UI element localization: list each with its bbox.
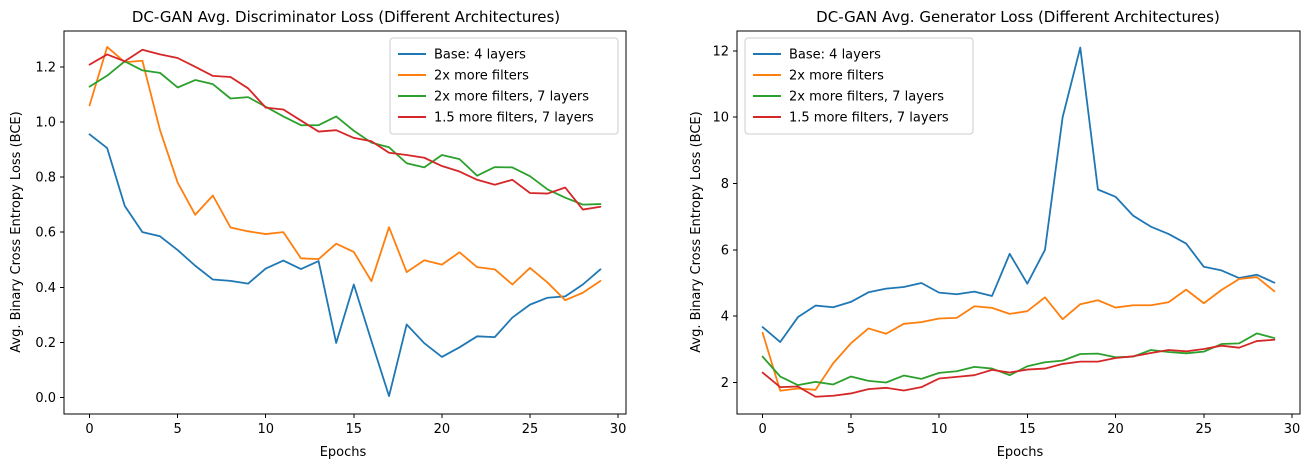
y-tick-label: 8 xyxy=(721,177,729,192)
legend-entry: Base: 4 layers xyxy=(789,48,881,63)
y-tick-label: 0.6 xyxy=(35,226,56,241)
series-line-4 xyxy=(761,338,1276,398)
legend-entry: Base: 4 layers xyxy=(434,48,526,63)
legend-entry: 2x more filters xyxy=(434,69,529,84)
legend-entry: 1.5 more filters, 7 layers xyxy=(434,111,594,126)
generator-loss-chart: DC-GAN Avg. Generator Loss (Different Ar… xyxy=(689,8,1301,460)
legend: Base: 4 layers 2x more filters 2x more fil… xyxy=(389,37,619,135)
y-tick-label: 12 xyxy=(712,44,729,59)
y-tick-label: 0.0 xyxy=(35,391,56,406)
x-tick-label: 25 xyxy=(1196,422,1213,437)
x-tick-label: 5 xyxy=(847,422,855,437)
x-tick-label: 15 xyxy=(1019,422,1036,437)
chart-title: DC-GAN Avg. Generator Loss (Different Ar… xyxy=(816,8,1220,26)
series-line-3 xyxy=(88,60,602,206)
series-line-1 xyxy=(88,133,602,397)
legend-entry: 2x more filters, 7 layers xyxy=(434,90,589,105)
plot-area: 0 5 10 15 20 25 30 2 4 6 8 10 12 Base: 4 layers 2x mor… xyxy=(712,30,1301,437)
y-tick-label: 0.4 xyxy=(35,281,56,296)
series-line-2 xyxy=(88,46,602,302)
legend: Base: 4 layers 2x more filters 2x more fil… xyxy=(744,37,974,135)
y-tick-label: 6 xyxy=(721,243,729,258)
x-tick-label: 20 xyxy=(434,422,451,437)
x-tick-label: 20 xyxy=(1107,422,1124,437)
x-axis-label: Epochs xyxy=(320,445,367,460)
x-tick-label: 10 xyxy=(257,422,274,437)
y-axis-label: Avg. Binary Cross Entropy Loss (BCE) xyxy=(689,111,704,352)
x-tick-label: 5 xyxy=(173,422,181,437)
y-tick-label: 4 xyxy=(721,310,729,325)
y-tick-label: 0.8 xyxy=(35,171,56,186)
y-axis-label: Avg. Binary Cross Entropy Loss (BCE) xyxy=(9,111,24,352)
y-tick-label: 1.0 xyxy=(35,115,56,130)
legend-frame xyxy=(744,37,974,135)
series-line-3 xyxy=(761,332,1276,387)
y-tick-label: 2 xyxy=(721,376,729,391)
x-tick-label: 0 xyxy=(85,422,93,437)
legend-frame xyxy=(389,37,619,135)
series-line-1 xyxy=(761,46,1276,343)
y-tick-label: 1.2 xyxy=(35,60,56,75)
chart-title: DC-GAN Avg. Discriminator Loss (Differen… xyxy=(132,8,560,26)
axes-frame xyxy=(63,30,627,415)
series-line-4 xyxy=(88,48,602,211)
series-line-2 xyxy=(761,276,1276,392)
y-tick-label: 10 xyxy=(712,111,729,126)
axes-frame xyxy=(736,30,1301,415)
x-tick-label: 10 xyxy=(931,422,948,437)
x-tick-label: 0 xyxy=(758,422,766,437)
x-tick-label: 30 xyxy=(1284,422,1301,437)
legend-entry: 1.5 more filters, 7 layers xyxy=(789,111,949,126)
plot-area: 0 5 10 15 20 25 30 0.0 0.2 0.4 0.6 0.8 1.0 1.2 Base: 4… xyxy=(35,30,627,437)
y-tick-label: 0.2 xyxy=(35,336,56,351)
discriminator-loss-chart: DC-GAN Avg. Discriminator Loss (Differen… xyxy=(9,8,627,460)
x-tick-label: 30 xyxy=(610,422,627,437)
x-tick-label: 15 xyxy=(346,422,363,437)
legend-entry: 2x more filters, 7 layers xyxy=(789,90,944,105)
legend-entry: 2x more filters xyxy=(789,69,884,84)
x-tick-label: 25 xyxy=(522,422,539,437)
x-axis-label: Epochs xyxy=(997,445,1044,460)
